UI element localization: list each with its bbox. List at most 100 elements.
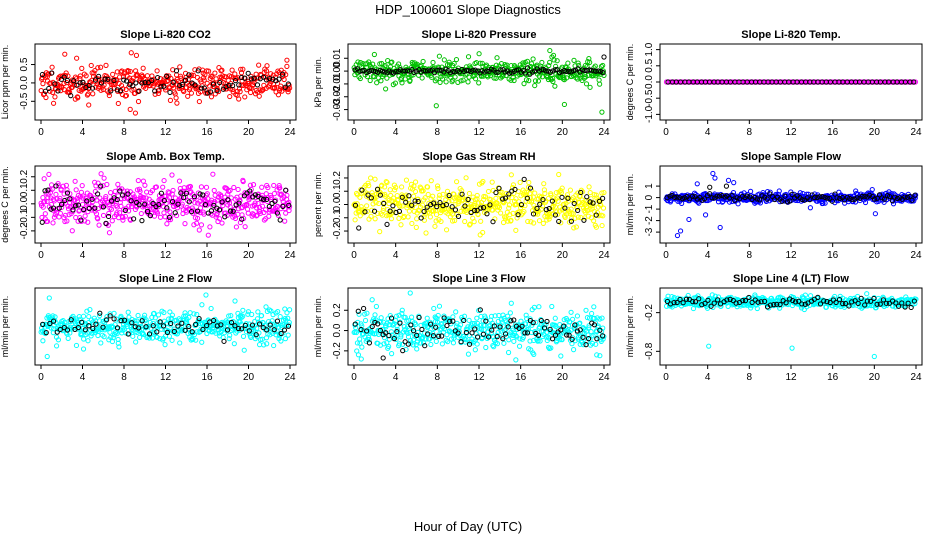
data-point [534,335,540,341]
data-point [46,171,52,178]
data-point [494,334,500,340]
data-point [399,203,405,209]
data-point [446,59,452,65]
data-point [447,318,453,324]
data-point [679,200,685,206]
data-point [127,68,133,75]
y-tick-label: -0.8 [644,342,655,360]
data-point [837,195,843,202]
x-tick-label: 8 [747,250,753,261]
data-point [524,195,530,201]
data-point [255,200,261,206]
data-point [450,340,457,346]
data-point [413,321,419,327]
data-point [135,312,141,319]
data-point [496,185,502,191]
data-point [164,329,171,335]
panel-ylabel: kPa per min. [313,57,323,108]
data-point [505,218,511,224]
x-tick-label: 20 [243,250,255,261]
data-point [86,82,92,89]
data-point [130,83,136,89]
data-point [881,196,888,202]
data-point [255,193,261,199]
data-point [430,59,436,66]
data-point [439,341,445,347]
data-point [150,323,156,329]
data-point [500,336,506,342]
data-point [542,190,548,196]
data-point [370,61,376,67]
data-point [535,78,542,84]
data-point [410,342,416,348]
x-tick-label: 16 [827,372,839,383]
data-point [48,195,54,201]
data-point [414,216,420,222]
data-point [43,94,49,101]
data-point [280,203,286,209]
data-point [546,216,552,222]
data-point [277,185,283,191]
data-point [372,176,378,182]
data-point [533,208,540,214]
data-point [871,353,877,360]
data-point [846,303,852,309]
data-point [56,205,62,211]
data-point [150,200,156,207]
data-point [191,311,197,317]
data-point [114,325,121,331]
data-point [188,90,195,96]
data-point [729,192,735,199]
data-point [377,327,383,334]
x-tick-label: 24 [598,127,610,138]
data-point [198,85,204,91]
data-point [386,336,392,342]
x-tick-label: 0 [351,127,357,138]
data-point [599,222,605,229]
data-point [701,196,708,202]
data-point [252,318,258,325]
data-point [251,75,257,81]
data-point [49,64,55,70]
data-point [221,338,227,344]
data-point [802,301,808,307]
scatter-points [351,47,607,115]
data-point [106,210,112,217]
data-point [61,191,67,197]
data-point [129,316,135,323]
data-point [77,326,83,332]
data-point [572,215,578,221]
data-point [409,220,415,227]
data-point [137,334,143,340]
data-point [366,337,372,343]
data-point [254,82,261,88]
data-point [523,312,529,318]
data-point [586,323,592,329]
data-point [430,330,436,336]
data-point [156,202,162,208]
data-point [498,67,504,73]
data-point [95,216,101,222]
data-point [565,60,571,66]
data-point [849,196,855,203]
data-point [152,315,158,321]
data-point [67,89,73,96]
data-point [64,77,71,84]
data-point [410,72,416,78]
y-tick-label: 0.2 [19,169,30,183]
data-point [196,98,202,105]
data-point [114,330,120,337]
data-point [570,347,577,353]
data-point [179,327,185,333]
data-point [577,327,583,333]
data-point [241,193,247,199]
x-tick-label: 20 [557,127,569,138]
data-point [600,62,606,69]
data-point [49,70,55,76]
y-tick-label: 0.0 [19,196,30,210]
data-point [52,81,58,87]
data-point [513,357,519,363]
data-point [237,319,243,325]
data-point [40,321,46,327]
